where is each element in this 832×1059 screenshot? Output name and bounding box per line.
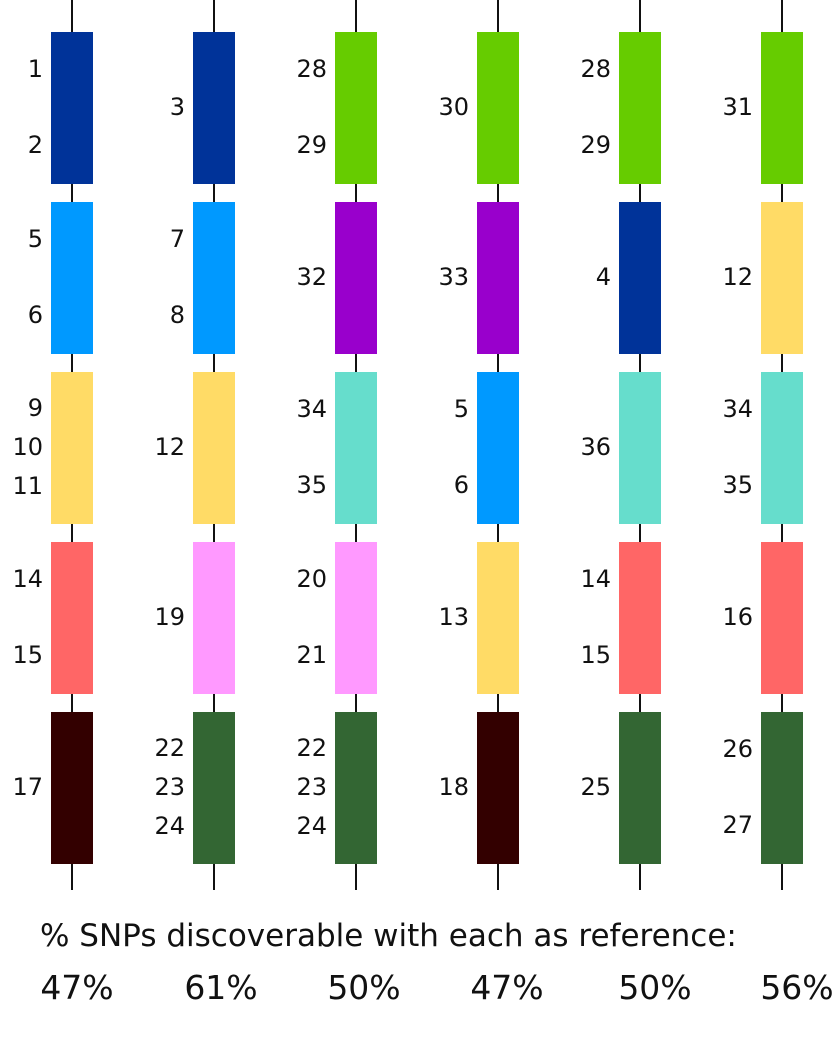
segment-block <box>761 712 803 864</box>
segment-block <box>761 542 803 694</box>
segment-label: 23 <box>296 773 327 801</box>
chromosome-4: 30 33 5 6 13 18 <box>438 0 519 890</box>
segment-label: 9 <box>28 394 43 422</box>
segment-block <box>761 372 803 524</box>
segment-block <box>619 32 661 184</box>
segment-label: 13 <box>438 603 469 631</box>
segment-label: 21 <box>296 641 327 669</box>
segment-label: 4 <box>596 263 611 291</box>
caption: % SNPs discoverable with each as referen… <box>40 918 737 954</box>
segment-block <box>193 712 235 864</box>
segment-block <box>193 202 235 354</box>
segment-block <box>51 712 93 864</box>
segment-block <box>51 542 93 694</box>
segment-block <box>193 372 235 524</box>
segment-label: 32 <box>296 263 327 291</box>
percentage-3: 50% <box>327 968 401 1007</box>
segment-block <box>193 32 235 184</box>
segment-label: 24 <box>154 812 185 840</box>
segment-label: 5 <box>28 225 43 253</box>
segment-label: 19 <box>154 603 185 631</box>
chromosome-1: 1 2 5 6 9 10 11 14 15 17 <box>12 0 93 890</box>
segment-label: 6 <box>454 471 469 499</box>
chromosome-3: 28 29 32 34 35 20 21 22 23 24 <box>296 0 377 890</box>
percentage-4: 47% <box>470 968 544 1007</box>
segment-label: 25 <box>580 773 611 801</box>
segment-label: 1 <box>28 55 43 83</box>
segment-label: 36 <box>580 433 611 461</box>
segment-block <box>477 542 519 694</box>
segment-label: 33 <box>438 263 469 291</box>
chromosome-2: 3 7 8 12 19 22 23 24 <box>154 0 235 890</box>
segment-label: 15 <box>12 641 43 669</box>
segment-label: 11 <box>12 472 43 500</box>
segment-label: 34 <box>722 395 753 423</box>
segment-block <box>335 372 377 524</box>
segment-block <box>619 542 661 694</box>
chromosome-6: 31 12 34 35 16 26 27 <box>722 0 803 890</box>
segment-block <box>477 202 519 354</box>
segment-label: 34 <box>296 395 327 423</box>
segment-label: 35 <box>296 471 327 499</box>
chromosome-diagram: 1256910111415173781219222324282932343520… <box>12 0 803 890</box>
segment-label: 15 <box>580 641 611 669</box>
segment-block <box>761 202 803 354</box>
segment-label: 5 <box>454 395 469 423</box>
segment-block <box>335 542 377 694</box>
segment-label: 29 <box>580 131 611 159</box>
segment-block <box>51 202 93 354</box>
segment-block <box>477 712 519 864</box>
segment-label: 29 <box>296 131 327 159</box>
segment-label: 6 <box>28 301 43 329</box>
segment-block <box>619 372 661 524</box>
percentage-2: 61% <box>184 968 258 1007</box>
segment-label: 23 <box>154 773 185 801</box>
segment-block <box>335 32 377 184</box>
segment-block <box>477 32 519 184</box>
segment-label: 14 <box>580 565 611 593</box>
segment-label: 20 <box>296 565 327 593</box>
segment-label: 7 <box>170 225 185 253</box>
segment-label: 24 <box>296 812 327 840</box>
segment-label: 18 <box>438 773 469 801</box>
segment-block <box>335 712 377 864</box>
segment-label: 14 <box>12 565 43 593</box>
segment-label: 35 <box>722 471 753 499</box>
segment-block <box>619 712 661 864</box>
chromosome-5: 28 29 4 36 14 15 25 <box>580 0 661 890</box>
segment-label: 2 <box>28 131 43 159</box>
percentage-5: 50% <box>618 968 692 1007</box>
segment-label: 22 <box>296 734 327 762</box>
segment-block <box>51 372 93 524</box>
segment-label: 3 <box>170 93 185 121</box>
percentage-6: 56% <box>760 968 832 1007</box>
segment-label: 8 <box>170 301 185 329</box>
segment-label: 28 <box>296 55 327 83</box>
segment-label: 10 <box>12 433 43 461</box>
segment-label: 12 <box>722 263 753 291</box>
percentage-1: 47% <box>40 968 114 1007</box>
segment-label: 12 <box>154 433 185 461</box>
segment-block <box>335 202 377 354</box>
segment-block <box>193 542 235 694</box>
segment-label: 28 <box>580 55 611 83</box>
segment-label: 31 <box>722 93 753 121</box>
segment-label: 22 <box>154 734 185 762</box>
segment-block <box>51 32 93 184</box>
segment-block <box>761 32 803 184</box>
segment-label: 27 <box>722 811 753 839</box>
segment-label: 26 <box>722 735 753 763</box>
segment-label: 30 <box>438 93 469 121</box>
segment-block <box>619 202 661 354</box>
segment-label: 16 <box>722 603 753 631</box>
segment-label: 17 <box>12 773 43 801</box>
segment-block <box>477 372 519 524</box>
